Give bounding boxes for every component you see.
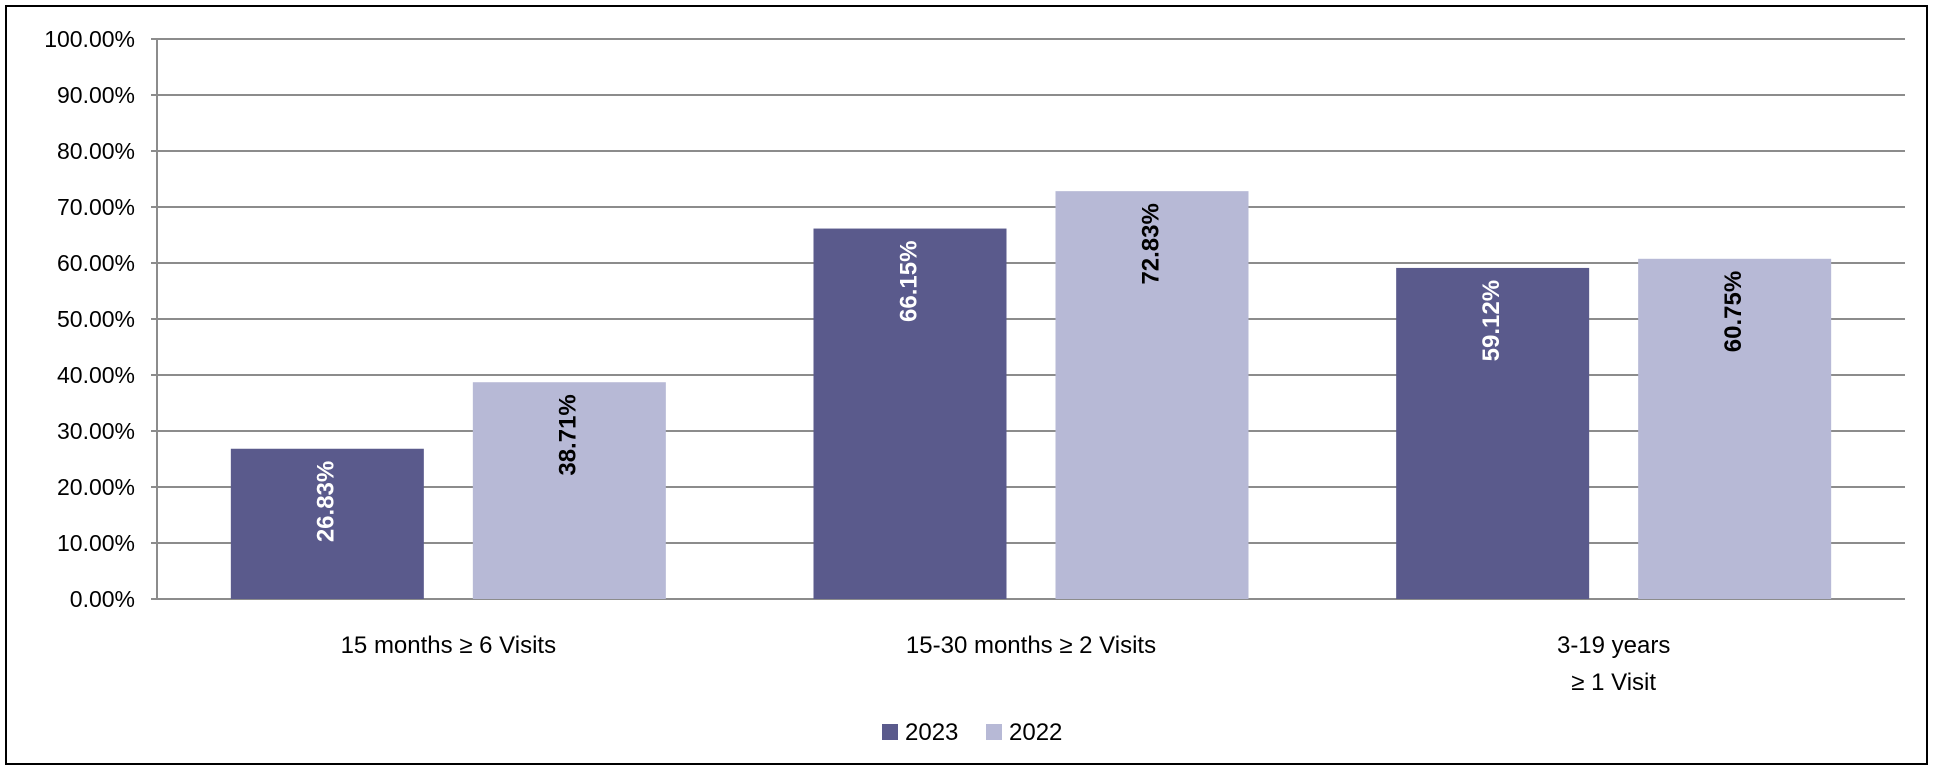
bar-data-label: 38.71% bbox=[555, 394, 582, 475]
bar-data-label: 60.75% bbox=[1720, 271, 1747, 352]
x-axis-categories: 15 months ≥ 6 Visits 15-30 months ≥ 2 Vis… bbox=[341, 632, 1671, 696]
y-tick-label: 20.00% bbox=[57, 474, 135, 500]
legend-label-2022: 2022 bbox=[1009, 719, 1062, 746]
bar-2022-1 bbox=[472, 382, 666, 599]
y-tick-label: 80.00% bbox=[57, 138, 135, 164]
legend-swatch-2023 bbox=[882, 724, 898, 740]
y-tick-label: 30.00% bbox=[57, 418, 135, 444]
bar-data-label: 26.83% bbox=[313, 461, 340, 542]
bar-2022-2 bbox=[1055, 191, 1249, 600]
legend-label-2023: 2023 bbox=[905, 719, 958, 746]
y-tick-label: 40.00% bbox=[57, 362, 135, 388]
bar-2023-1 bbox=[230, 448, 424, 599]
legend-swatch-2022 bbox=[986, 724, 1002, 740]
bar-data-labels: 26.83% 38.71% 66.15% 72.83% 59.12% 60.75% bbox=[313, 203, 1747, 542]
bar-2023-2 bbox=[813, 228, 1007, 599]
y-tick-label: 0.00% bbox=[70, 586, 135, 612]
bar-data-label: 66.15% bbox=[895, 241, 922, 322]
y-tick-label: 90.00% bbox=[57, 82, 135, 108]
legend: 2023 2022 bbox=[882, 719, 1062, 746]
y-axis-ticks: 0.00% 10.00% 20.00% 30.00% 40.00% 50.00% 60.00… bbox=[44, 26, 135, 612]
bar-data-label: 72.83% bbox=[1137, 203, 1164, 284]
bars bbox=[230, 191, 1832, 600]
y-tick-label: 100.00% bbox=[44, 26, 135, 52]
x-category-label: 3-19 years bbox=[1557, 632, 1670, 659]
chart-frame: 0.00% 10.00% 20.00% 30.00% 40.00% 50.00% 60.00… bbox=[5, 5, 1928, 765]
bar-2022-3 bbox=[1638, 258, 1832, 599]
y-tick-label: 60.00% bbox=[57, 250, 135, 276]
bar-data-label: 59.12% bbox=[1478, 280, 1505, 361]
y-tick-label: 10.00% bbox=[57, 530, 135, 556]
y-tick-label: 70.00% bbox=[57, 194, 135, 220]
bar-chart: 0.00% 10.00% 20.00% 30.00% 40.00% 50.00% 60.00… bbox=[44, 26, 1905, 746]
bar-2023-3 bbox=[1396, 267, 1590, 599]
x-category-label: ≥ 1 Visit bbox=[1571, 669, 1656, 696]
x-category-label: 15 months ≥ 6 Visits bbox=[341, 632, 557, 659]
gridlines bbox=[151, 38, 1905, 600]
y-tick-label: 50.00% bbox=[57, 306, 135, 332]
x-category-label: 15-30 months ≥ 2 Visits bbox=[906, 632, 1156, 659]
